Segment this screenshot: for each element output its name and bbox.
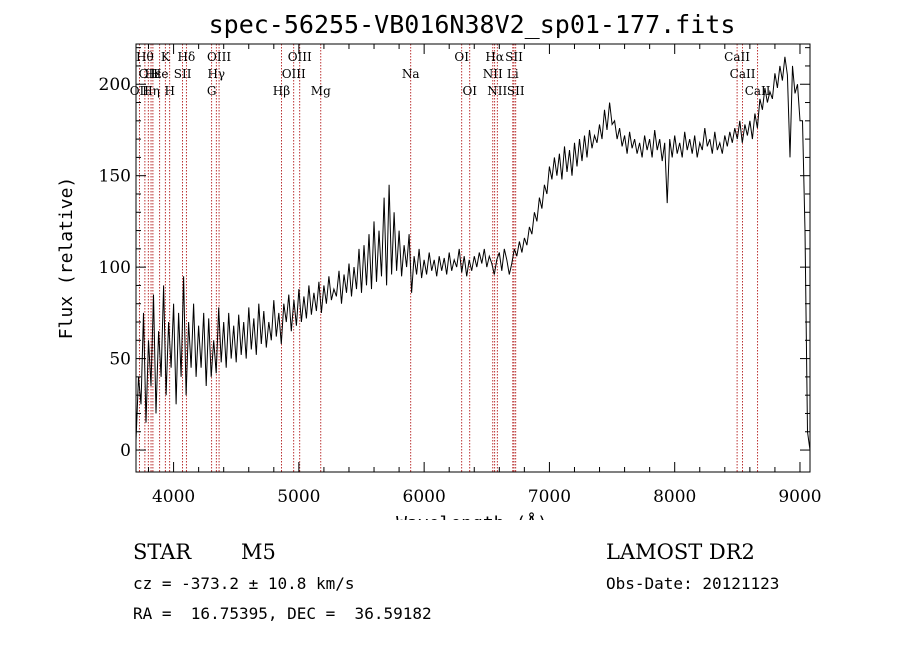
line-label: K [161, 50, 171, 64]
x-tick-label: 8000 [653, 487, 696, 507]
redshift-cz: cz = -373.2 ± 10.8 km/s [133, 574, 355, 593]
y-tick-label: 100 [99, 258, 131, 278]
line-label: Hβ [273, 84, 290, 98]
line-label: OIII [282, 67, 306, 81]
x-tick-label: 5000 [277, 487, 320, 507]
obs-date: Obs-Date: 20121123 [606, 574, 780, 593]
line-label: OII [130, 84, 150, 98]
y-axis-ticks: 0 50 100 150 200 [99, 47, 810, 461]
line-label: NII [487, 84, 507, 98]
coordinates: RA = 16.75395, DEC = 36.59182 [133, 604, 432, 623]
line-label: OI [454, 50, 469, 64]
y-tick-label: 0 [120, 441, 131, 461]
line-label: Hα [485, 50, 504, 64]
x-axis-label: Wavelength (Å) [396, 512, 548, 520]
line-label: OI [462, 84, 477, 98]
line-label: SII [507, 84, 525, 98]
chart-title: spec-56255-VB016N38V2_sp01-177.fits [209, 10, 736, 39]
line-label: Hδ [178, 50, 196, 64]
star-subclass: M5 [241, 540, 276, 564]
line-label: Hγ [207, 67, 225, 81]
line-label: CaII [724, 50, 750, 64]
line-label: Hη [142, 84, 160, 98]
x-axis-ticks: 4000 5000 6000 7000 8000 9000 [148, 44, 822, 507]
y-tick-label: 150 [99, 167, 131, 187]
x-tick-label: 6000 [403, 487, 446, 507]
line-label: CaII [745, 84, 771, 98]
line-label: Hθ [136, 50, 154, 64]
y-axis-label: Flux (relative) [56, 177, 77, 340]
survey-name: LAMOST DR2 [606, 540, 755, 564]
line-label: Li [507, 67, 519, 81]
line-label: H [164, 84, 174, 98]
spectrum-line [135, 56, 811, 451]
x-tick-label: 7000 [528, 487, 571, 507]
line-label: Na [402, 67, 420, 81]
line-label: OIII [207, 50, 231, 64]
line-label: OII [139, 67, 159, 81]
line-label: SII [505, 50, 523, 64]
line-label: Hε [145, 67, 162, 81]
spectral-line-markers [138, 44, 759, 472]
x-tick-label: 9000 [778, 487, 821, 507]
line-label: NII [483, 67, 503, 81]
line-label: He [151, 67, 169, 81]
line-label: SII [174, 67, 192, 81]
line-label: Mg [311, 84, 331, 98]
line-label: OIII [288, 50, 312, 64]
x-tick-label: 4000 [152, 487, 195, 507]
y-tick-label: 50 [109, 350, 131, 370]
spectrum-chart: spec-56255-VB016N38V2_sp01-177.fits Hθ OI… [56, 10, 822, 520]
plot-frame [135, 43, 811, 473]
line-label: G [207, 84, 217, 98]
spectral-line-labels: HθOIIOIIHεHηHeKHSIIHδGHγOIIIHβOIIIOIIIMg… [130, 50, 771, 98]
y-tick-label: 200 [99, 75, 131, 95]
star-type: STAR [133, 540, 192, 564]
line-label: CaII [730, 67, 756, 81]
